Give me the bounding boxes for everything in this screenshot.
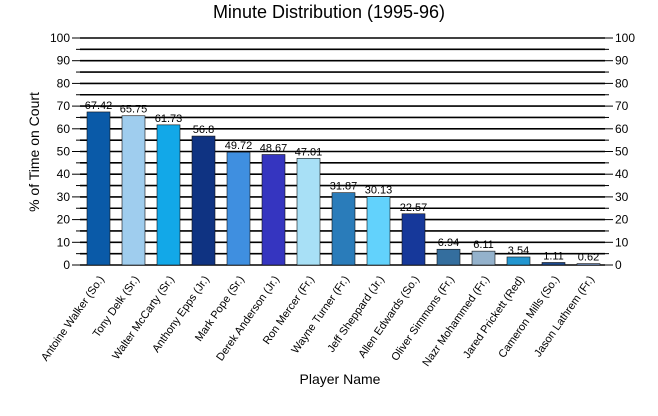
- y-tick-label-right: 50: [615, 145, 629, 159]
- bar-value-label: 22.57: [400, 202, 428, 214]
- y-tick-label-left: 20: [57, 213, 71, 227]
- bar-value-label: 48.67: [260, 143, 288, 155]
- y-tick-label-left: 100: [50, 31, 70, 45]
- bar: [576, 263, 601, 266]
- bar: [401, 213, 426, 266]
- y-tick-label-left: 40: [57, 167, 71, 181]
- category-label: Jared Prickett (Red): [461, 274, 527, 361]
- y-tick-label-left: 50: [57, 145, 71, 159]
- y-tick-label-right: 40: [615, 167, 629, 181]
- y-tick-label-right: 100: [615, 31, 635, 45]
- y-tick-label-left: 0: [63, 258, 70, 272]
- bar-value-label: 1.11: [543, 250, 564, 262]
- bar: [331, 192, 356, 266]
- bar: [226, 151, 251, 266]
- y-tick-label-right: 60: [615, 122, 629, 136]
- bar: [86, 111, 111, 266]
- bar-value-label: 67.42: [85, 100, 113, 112]
- y-axis-right: 0 10 20 30 40 50 60 70 80 90 100: [605, 31, 635, 272]
- y-tick-label-right: 20: [615, 213, 629, 227]
- category-label: Jason Lathrem (Fr.): [532, 274, 597, 360]
- y-tick-label-left: 60: [57, 122, 71, 136]
- y-tick-label-right: 30: [615, 190, 629, 204]
- bar-value-label: 47.01: [295, 146, 323, 158]
- bar: [366, 196, 391, 266]
- y-tick-label-right: 0: [615, 258, 622, 272]
- category-label: Nazr Mohammed (Fr.): [420, 274, 492, 369]
- x-axis-labels: Antoine Walker (So.)Tony Delk (Sr.)Walte…: [39, 274, 597, 369]
- y-tick-label-right: 80: [615, 76, 629, 90]
- category-label: Antoine Walker (So.): [39, 274, 107, 364]
- bar: [506, 256, 531, 266]
- bar: [471, 250, 496, 266]
- y-tick-label-left: 70: [57, 99, 71, 113]
- category-label: Oliver Simmons (Fr.): [389, 274, 457, 363]
- bar-value-label: 65.75: [120, 104, 148, 116]
- bar-value-label: 6.94: [438, 237, 459, 249]
- y-axis-title: % of Time on Court: [26, 92, 42, 212]
- bar-value-label: 0.62: [578, 252, 599, 264]
- bar: [541, 262, 566, 266]
- y-tick-label-left: 10: [57, 235, 71, 249]
- bar-value-label: 31.87: [330, 181, 358, 193]
- bar-value-label: 6.11: [473, 239, 494, 251]
- bar: [436, 248, 461, 266]
- y-tick-label-right: 10: [615, 235, 629, 249]
- bar-value-label: 30.13: [365, 185, 393, 197]
- bar: [191, 135, 216, 266]
- y-tick-label-left: 30: [57, 190, 71, 204]
- bar: [296, 157, 321, 266]
- category-label: Cameron Mills (So.): [496, 274, 562, 360]
- category-label: Derek Anderson (Jr.): [214, 274, 282, 364]
- y-tick-label-left: 90: [57, 54, 71, 68]
- bar: [156, 124, 181, 266]
- bar-value-label: 3.54: [508, 245, 529, 257]
- x-axis-title: Player Name: [300, 371, 381, 387]
- y-tick-label-right: 90: [615, 54, 629, 68]
- y-axis-left: 0 10 20 30 40 50 60 70 80 90 100: [50, 31, 80, 272]
- bar-value-label: 56.8: [193, 124, 214, 136]
- bar-value-label: 49.72: [225, 140, 253, 152]
- bar-value-label: 61.73: [155, 113, 183, 125]
- y-tick-label-right: 70: [615, 99, 629, 113]
- category-label: Walter McCarty (Sr.): [110, 274, 177, 362]
- category-label: Allen Edwards (So.): [356, 274, 422, 361]
- bars: 67.42 65.75 61.73 56.8 49.72 48.67 47.01 31.87 3…: [85, 100, 601, 266]
- bar: [121, 115, 146, 266]
- chart-title: Minute Distribution (1995-96): [213, 2, 445, 22]
- y-tick-label-left: 80: [57, 76, 71, 90]
- bar: [261, 154, 286, 266]
